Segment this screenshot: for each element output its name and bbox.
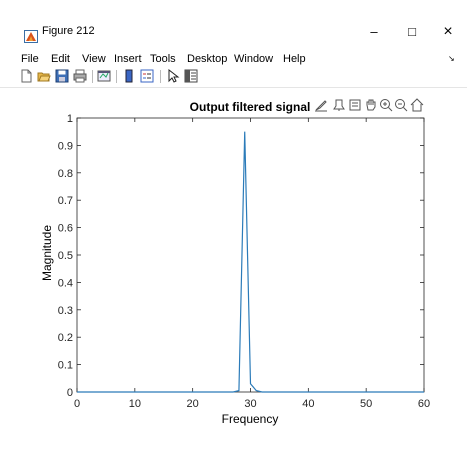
chart-title: Output filtered signal <box>190 100 311 114</box>
menu-bar <box>0 50 467 68</box>
toolbar-separator <box>116 70 117 83</box>
colorbar-icon[interactable] <box>122 69 136 83</box>
y-tick-label: 0 <box>67 387 73 399</box>
menu-help[interactable]: Help <box>283 53 306 65</box>
y-tick-label: 0.8 <box>58 168 73 180</box>
x-tick-label: 50 <box>360 398 372 410</box>
zoom-out-icon[interactable] <box>394 98 408 112</box>
property-inspector-icon[interactable] <box>184 69 198 83</box>
plot-axes[interactable]: 0 10 20 30 40 50 60 0 0.1 0.2 0.3 0.4 0.5 0.6 0.7 0.8 0.… <box>58 113 430 410</box>
y-tick-label: 0.1 <box>58 360 73 372</box>
menu-file[interactable]: File <box>21 53 39 65</box>
matlab-figure-icon <box>24 30 38 43</box>
y-tick-label: 1 <box>67 113 73 125</box>
legend-icon[interactable] <box>140 69 154 83</box>
maximize-button[interactable]: □ <box>408 24 416 39</box>
home-icon[interactable] <box>410 98 424 112</box>
print-icon[interactable] <box>73 69 87 83</box>
open-file-icon[interactable] <box>37 69 51 83</box>
save-icon[interactable] <box>55 69 69 83</box>
x-tick-label: 20 <box>187 398 199 410</box>
menu-insert[interactable]: Insert <box>114 53 142 65</box>
y-tick-label: 0.9 <box>58 140 73 152</box>
toolbar-divider <box>0 87 467 88</box>
x-tick-label: 10 <box>129 398 141 410</box>
y-tick-label: 0.3 <box>58 305 73 317</box>
y-axis-label: Magnitude <box>40 225 54 281</box>
x-tick-label: 0 <box>74 398 80 410</box>
link-plot-icon[interactable] <box>97 69 111 83</box>
pointer-icon[interactable] <box>166 69 180 83</box>
menu-overflow-arrow[interactable]: ↘ <box>448 54 455 63</box>
series-line <box>77 131 424 393</box>
menu-tools[interactable]: Tools <box>150 53 176 65</box>
toolbar-separator <box>92 70 93 83</box>
x-tick-label: 60 <box>418 398 430 410</box>
pan-icon[interactable] <box>364 98 378 112</box>
figure-toolbar <box>0 68 467 86</box>
close-button[interactable]: × <box>443 23 453 40</box>
x-tick-label: 30 <box>244 398 256 410</box>
window-title: Figure 212 <box>42 25 95 37</box>
export-icon[interactable] <box>348 98 362 112</box>
menu-window[interactable]: Window <box>234 53 274 65</box>
datatip-icon[interactable] <box>332 98 346 112</box>
x-tick-label: 40 <box>302 398 314 410</box>
menu-view[interactable]: View <box>82 53 106 65</box>
new-figure-icon[interactable] <box>19 69 33 83</box>
axes-box <box>76 117 425 393</box>
zoom-in-icon[interactable] <box>379 98 393 112</box>
menu-desktop[interactable]: Desktop <box>187 53 228 65</box>
brush-icon[interactable] <box>314 98 328 112</box>
x-axis-label: Frequency <box>222 412 279 426</box>
y-tick-label: 0.4 <box>58 277 73 289</box>
y-tick-label: 0.7 <box>58 195 73 207</box>
menu-edit[interactable]: Edit <box>51 53 70 65</box>
title-bar: Figure 212 – □ × <box>0 0 467 50</box>
y-tick-label: 0.5 <box>58 250 73 262</box>
figure-canvas: Output filtered signal 0 10 20 30 40 50 60 0 0.1… <box>40 100 430 426</box>
y-tick-label: 0.2 <box>58 332 73 344</box>
minimize-button[interactable]: – <box>370 24 378 39</box>
toolbar-separator <box>160 70 161 83</box>
y-tick-label: 0.6 <box>58 223 73 235</box>
